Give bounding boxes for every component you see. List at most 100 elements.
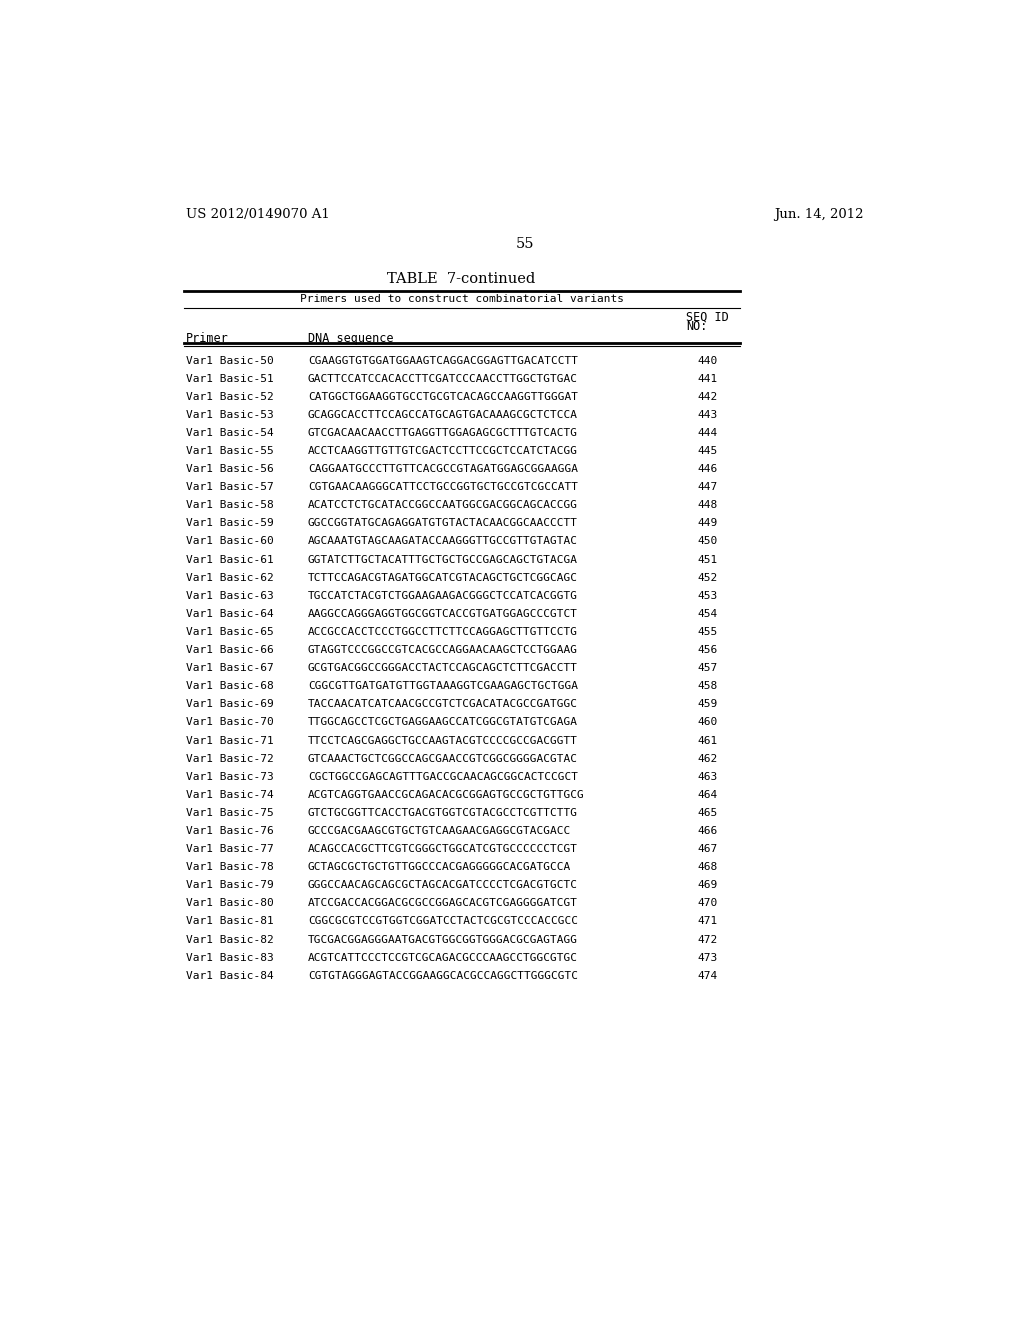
Text: 470: 470 <box>697 899 718 908</box>
Text: GACTTCCATCCACACCTTCGATCCCAACCTTGGCTGTGAC: GACTTCCATCCACACCTTCGATCCCAACCTTGGCTGTGAC <box>308 374 578 384</box>
Text: 467: 467 <box>697 843 718 854</box>
Text: Var1 Basic-58: Var1 Basic-58 <box>186 500 273 511</box>
Text: 464: 464 <box>697 789 718 800</box>
Text: Var1 Basic-62: Var1 Basic-62 <box>186 573 273 582</box>
Text: Var1 Basic-83: Var1 Basic-83 <box>186 953 273 962</box>
Text: Var1 Basic-60: Var1 Basic-60 <box>186 536 273 546</box>
Text: GCTAGCGCTGCTGTTGGCCCACGAGGGGGCACGATGCCA: GCTAGCGCTGCTGTTGGCCCACGAGGGGGCACGATGCCA <box>308 862 571 873</box>
Text: TTGGCAGCCTCGCTGAGGAAGCCATCGGCGTATGTCGAGA: TTGGCAGCCTCGCTGAGGAAGCCATCGGCGTATGTCGAGA <box>308 718 578 727</box>
Text: 442: 442 <box>697 392 718 401</box>
Text: TTCCTCAGCGAGGCTGCCAAGTACGTCCCCGCCGACGGTT: TTCCTCAGCGAGGCTGCCAAGTACGTCCCCGCCGACGGTT <box>308 735 578 746</box>
Text: AAGGCCAGGGAGGTGGCGGTCACCGTGATGGAGCCCGTCT: AAGGCCAGGGAGGTGGCGGTCACCGTGATGGAGCCCGTCT <box>308 609 578 619</box>
Text: Var1 Basic-77: Var1 Basic-77 <box>186 843 273 854</box>
Text: Var1 Basic-68: Var1 Basic-68 <box>186 681 273 692</box>
Text: 474: 474 <box>697 970 718 981</box>
Text: Var1 Basic-63: Var1 Basic-63 <box>186 591 273 601</box>
Text: ACCTCAAGGTTGTTGTCGACTCCTTCCGCTCCATCTACGG: ACCTCAAGGTTGTTGTCGACTCCTTCCGCTCCATCTACGG <box>308 446 578 455</box>
Text: Var1 Basic-56: Var1 Basic-56 <box>186 465 273 474</box>
Text: 453: 453 <box>697 591 718 601</box>
Text: CGAAGGTGTGGATGGAAGTCAGGACGGAGTTGACATCCTT: CGAAGGTGTGGATGGAAGTCAGGACGGAGTTGACATCCTT <box>308 355 578 366</box>
Text: 440: 440 <box>697 355 718 366</box>
Text: ACCGCCACCTCCCTGGCCTTCTTCCAGGAGCTTGTTCCTG: ACCGCCACCTCCCTGGCCTTCTTCCAGGAGCTTGTTCCTG <box>308 627 578 638</box>
Text: Var1 Basic-71: Var1 Basic-71 <box>186 735 273 746</box>
Text: Var1 Basic-50: Var1 Basic-50 <box>186 355 273 366</box>
Text: SEQ ID: SEQ ID <box>686 312 729 323</box>
Text: TGCCATCTACGTCTGGAAGAAGACGGGCTCCATCACGGTG: TGCCATCTACGTCTGGAAGAAGACGGGCTCCATCACGGTG <box>308 591 578 601</box>
Text: 473: 473 <box>697 953 718 962</box>
Text: 472: 472 <box>697 935 718 945</box>
Text: Var1 Basic-65: Var1 Basic-65 <box>186 627 273 638</box>
Text: Var1 Basic-72: Var1 Basic-72 <box>186 754 273 763</box>
Text: ACGTCAGGTGAACCGCAGACACGCGGAGTGCCGCTGTTGCG: ACGTCAGGTGAACCGCAGACACGCGGAGTGCCGCTGTTGC… <box>308 789 585 800</box>
Text: 471: 471 <box>697 916 718 927</box>
Text: TGCGACGGAGGGAATGACGTGGCGGTGGGACGCGAGTAGG: TGCGACGGAGGGAATGACGTGGCGGTGGGACGCGAGTAGG <box>308 935 578 945</box>
Text: GTCAAACTGCTCGGCCAGCGAACCGTCGGCGGGGACGTAC: GTCAAACTGCTCGGCCAGCGAACCGTCGGCGGGGACGTAC <box>308 754 578 763</box>
Text: GGTATCTTGCTACATTTGCTGCTGCCGAGCAGCTGTACGA: GGTATCTTGCTACATTTGCTGCTGCCGAGCAGCTGTACGA <box>308 554 578 565</box>
Text: 460: 460 <box>697 718 718 727</box>
Text: 452: 452 <box>697 573 718 582</box>
Text: Var1 Basic-74: Var1 Basic-74 <box>186 789 273 800</box>
Text: 463: 463 <box>697 772 718 781</box>
Text: 451: 451 <box>697 554 718 565</box>
Text: GTCTGCGGTTCACCTGACGTGGTCGTACGCCTCGTTCTTG: GTCTGCGGTTCACCTGACGTGGTCGTACGCCTCGTTCTTG <box>308 808 578 818</box>
Text: Var1 Basic-66: Var1 Basic-66 <box>186 645 273 655</box>
Text: CGTGAACAAGGGCATTCCTGCCGGTGCTGCCGTCGCCATT: CGTGAACAAGGGCATTCCTGCCGGTGCTGCCGTCGCCATT <box>308 482 578 492</box>
Text: 450: 450 <box>697 536 718 546</box>
Text: GTCGACAACAACCTTGAGGTTGGAGAGCGCTTTGTCACTG: GTCGACAACAACCTTGAGGTTGGAGAGCGCTTTGTCACTG <box>308 428 578 438</box>
Text: Var1 Basic-76: Var1 Basic-76 <box>186 826 273 836</box>
Text: NO:: NO: <box>686 321 708 333</box>
Text: GCCCGACGAAGCGTGCTGTCAAGAACGAGGCGTACGACC: GCCCGACGAAGCGTGCTGTCAAGAACGAGGCGTACGACC <box>308 826 571 836</box>
Text: Var1 Basic-52: Var1 Basic-52 <box>186 392 273 401</box>
Text: DNA sequence: DNA sequence <box>308 333 393 346</box>
Text: Var1 Basic-73: Var1 Basic-73 <box>186 772 273 781</box>
Text: 444: 444 <box>697 428 718 438</box>
Text: GCAGGCACCTTCCAGCCATGCAGTGACAAAGCGCTCTCCA: GCAGGCACCTTCCAGCCATGCAGTGACAAAGCGCTCTCCA <box>308 409 578 420</box>
Text: Var1 Basic-64: Var1 Basic-64 <box>186 609 273 619</box>
Text: 454: 454 <box>697 609 718 619</box>
Text: 459: 459 <box>697 700 718 709</box>
Text: TCTTCCAGACGTAGATGGCATCGTACAGCTGCTCGGCAGC: TCTTCCAGACGTAGATGGCATCGTACAGCTGCTCGGCAGC <box>308 573 578 582</box>
Text: Var1 Basic-82: Var1 Basic-82 <box>186 935 273 945</box>
Text: GCGTGACGGCCGGGACCTACTCCAGCAGCTCTTCGACCTT: GCGTGACGGCCGGGACCTACTCCAGCAGCTCTTCGACCTT <box>308 663 578 673</box>
Text: Var1 Basic-55: Var1 Basic-55 <box>186 446 273 455</box>
Text: 462: 462 <box>697 754 718 763</box>
Text: 441: 441 <box>697 374 718 384</box>
Text: 448: 448 <box>697 500 718 511</box>
Text: CGGCGTTGATGATGTTGGTAAAGGTCGAAGAGCTGCTGGA: CGGCGTTGATGATGTTGGTAAAGGTCGAAGAGCTGCTGGA <box>308 681 578 692</box>
Text: Var1 Basic-61: Var1 Basic-61 <box>186 554 273 565</box>
Text: Var1 Basic-57: Var1 Basic-57 <box>186 482 273 492</box>
Text: Var1 Basic-75: Var1 Basic-75 <box>186 808 273 818</box>
Text: ACAGCCACGCTTCGTCGGGCTGGCATCGTGCCCCCCTCGT: ACAGCCACGCTTCGTCGGGCTGGCATCGTGCCCCCCTCGT <box>308 843 578 854</box>
Text: Jun. 14, 2012: Jun. 14, 2012 <box>774 209 863 222</box>
Text: CGGCGCGTCCGTGGTCGGATCCTACTCGCGTCCCACCGCC: CGGCGCGTCCGTGGTCGGATCCTACTCGCGTCCCACCGCC <box>308 916 578 927</box>
Text: Var1 Basic-79: Var1 Basic-79 <box>186 880 273 890</box>
Text: 468: 468 <box>697 862 718 873</box>
Text: Var1 Basic-54: Var1 Basic-54 <box>186 428 273 438</box>
Text: ACATCCTCTGCATACCGGCCAATGGCGACGGCAGCACCGG: ACATCCTCTGCATACCGGCCAATGGCGACGGCAGCACCGG <box>308 500 578 511</box>
Text: 55: 55 <box>515 238 535 251</box>
Text: Var1 Basic-59: Var1 Basic-59 <box>186 519 273 528</box>
Text: 458: 458 <box>697 681 718 692</box>
Text: US 2012/0149070 A1: US 2012/0149070 A1 <box>186 209 330 222</box>
Text: 455: 455 <box>697 627 718 638</box>
Text: CATGGCTGGAAGGTGCCTGCGTCACAGCCAAGGTTGGGAT: CATGGCTGGAAGGTGCCTGCGTCACAGCCAAGGTTGGGAT <box>308 392 578 401</box>
Text: Var1 Basic-84: Var1 Basic-84 <box>186 970 273 981</box>
Text: 456: 456 <box>697 645 718 655</box>
Text: ACGTCATTCCCTCCGTCGCAGACGCCCAAGCCTGGCGTGC: ACGTCATTCCCTCCGTCGCAGACGCCCAAGCCTGGCGTGC <box>308 953 578 962</box>
Text: ATCCGACCACGGACGCGCCGGAGCACGTCGAGGGGATCGT: ATCCGACCACGGACGCGCCGGAGCACGTCGAGGGGATCGT <box>308 899 578 908</box>
Text: Var1 Basic-67: Var1 Basic-67 <box>186 663 273 673</box>
Text: Primer: Primer <box>186 333 229 346</box>
Text: TACCAACATCATCAACGCCGTCTCGACATACGCCGATGGC: TACCAACATCATCAACGCCGTCTCGACATACGCCGATGGC <box>308 700 578 709</box>
Text: CGCTGGCCGAGCAGTTTGACCGCAACAGCGGCACTCCGCT: CGCTGGCCGAGCAGTTTGACCGCAACAGCGGCACTCCGCT <box>308 772 578 781</box>
Text: CAGGAATGCCCTTGTTCACGCCGTAGATGGAGCGGAAGGA: CAGGAATGCCCTTGTTCACGCCGTAGATGGAGCGGAAGGA <box>308 465 578 474</box>
Text: 466: 466 <box>697 826 718 836</box>
Text: AGCAAATGTAGCAAGATACCAAGGGTTGCCGTTGTAGTAC: AGCAAATGTAGCAAGATACCAAGGGTTGCCGTTGTAGTAC <box>308 536 578 546</box>
Text: Primers used to construct combinatorial variants: Primers used to construct combinatorial … <box>300 294 624 304</box>
Text: 457: 457 <box>697 663 718 673</box>
Text: Var1 Basic-53: Var1 Basic-53 <box>186 409 273 420</box>
Text: Var1 Basic-80: Var1 Basic-80 <box>186 899 273 908</box>
Text: 465: 465 <box>697 808 718 818</box>
Text: GGCCGGTATGCAGAGGATGTGTACTACAACGGCAACCCTT: GGCCGGTATGCAGAGGATGTGTACTACAACGGCAACCCTT <box>308 519 578 528</box>
Text: 443: 443 <box>697 409 718 420</box>
Text: Var1 Basic-69: Var1 Basic-69 <box>186 700 273 709</box>
